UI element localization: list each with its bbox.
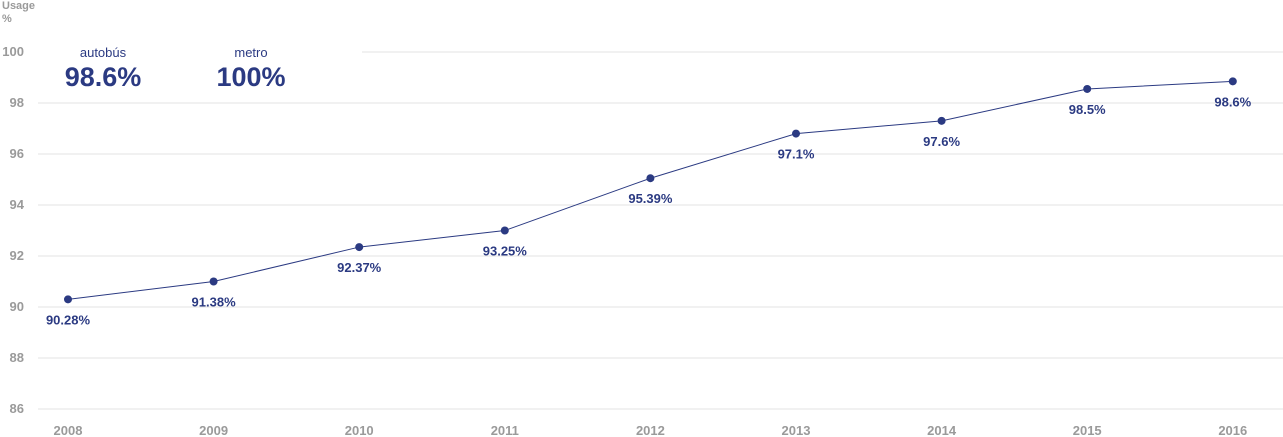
data-label-2016: 98.6% (1214, 94, 1251, 109)
stat-autobus: autobús 98.6% (48, 45, 158, 93)
data-label-2012: 95.39% (628, 191, 673, 206)
y-tick-100: 100 (2, 44, 24, 59)
data-label-2013: 97.1% (778, 147, 815, 162)
y-axis-label: Usage (2, 0, 36, 12)
data-point-2011 (500, 226, 509, 235)
x-tick-2008: 2008 (54, 423, 83, 437)
data-label-2009: 91.38% (192, 295, 237, 310)
stat-metro-value: 100% (216, 62, 286, 92)
y-axis-unit: % (2, 13, 12, 25)
data-point-2010 (355, 243, 364, 252)
data-points (64, 77, 1237, 304)
x-tick-2013: 2013 (782, 423, 811, 437)
data-point-2012 (646, 174, 655, 183)
data-label-2014: 97.6% (923, 134, 960, 149)
data-label-2015: 98.5% (1069, 102, 1106, 117)
data-labels: 90.28% 91.38% 92.37% 93.25% 95.39% 97.1% 97.6%… (46, 94, 1252, 327)
y-axis-ticks: 86 88 90 92 94 96 98 100 (2, 44, 24, 416)
x-tick-2015: 2015 (1073, 423, 1102, 437)
y-tick-86: 86 (10, 401, 24, 416)
data-point-2008 (64, 295, 72, 304)
y-tick-90: 90 (10, 299, 24, 314)
stat-metro-label: metro (234, 45, 268, 60)
data-point-2014 (937, 116, 946, 125)
x-axis-ticks: 2008 2009 2010 2011 2012 2013 2014 2015 2016 (54, 423, 1248, 437)
gridlines (38, 51, 1283, 410)
x-tick-2010: 2010 (345, 423, 374, 437)
stat-metro: metro 100% (196, 45, 306, 93)
data-point-2015 (1083, 84, 1092, 93)
x-tick-2009: 2009 (199, 423, 228, 437)
x-tick-2016: 2016 (1218, 423, 1247, 437)
data-point-2013 (792, 129, 800, 138)
y-tick-92: 92 (10, 248, 24, 263)
x-tick-2011: 2011 (491, 423, 519, 437)
data-label-2010: 92.37% (337, 260, 382, 275)
stat-autobus-value: 98.6% (64, 62, 142, 92)
x-tick-2012: 2012 (636, 423, 665, 437)
x-tick-2014: 2014 (927, 423, 957, 437)
y-tick-96: 96 (10, 146, 24, 161)
data-label-2011: 93.25% (483, 244, 528, 259)
y-tick-98: 98 (10, 95, 24, 110)
y-tick-88: 88 (10, 350, 24, 365)
data-point-2016 (1228, 77, 1237, 86)
stat-autobus-label: autobús (79, 45, 127, 60)
data-label-2008: 90.28% (46, 312, 91, 327)
data-point-2009 (209, 277, 218, 286)
y-tick-94: 94 (10, 197, 25, 212)
